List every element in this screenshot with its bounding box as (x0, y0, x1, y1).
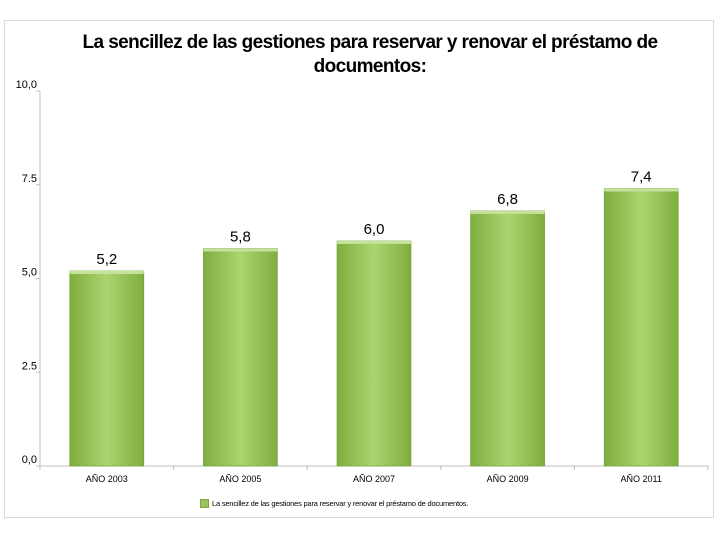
bar (603, 188, 679, 467)
bar-cap (337, 241, 411, 244)
y-tick-label: 0,0 (22, 454, 37, 466)
data-label: 7,4 (631, 169, 652, 186)
x-tick-label: AÑO 2003 (86, 474, 128, 484)
data-label: 6,0 (364, 221, 385, 238)
bar-cap (604, 188, 679, 192)
x-tick-label: AÑO 2007 (353, 474, 395, 484)
bar (336, 240, 412, 467)
bar (69, 270, 145, 467)
legend-swatch (200, 499, 209, 508)
bar (203, 248, 278, 467)
bar-cap (470, 211, 545, 214)
bar (470, 210, 545, 467)
y-tick-label: 5,0 (22, 267, 37, 279)
x-tick-label: AÑO 2011 (621, 474, 662, 484)
bar-cap (203, 248, 278, 252)
x-tick-label: AÑO 2009 (487, 474, 529, 484)
legend-entry: La sencillez de las gestiones para reser… (212, 499, 469, 508)
y-tick-label: 2.5 (22, 360, 37, 372)
data-label: 5,8 (230, 229, 251, 246)
data-label: 5,2 (96, 251, 117, 268)
y-tick-label: 10,0 (16, 79, 37, 91)
y-tick-label: 7.5 (22, 173, 37, 185)
bar-cap (69, 271, 144, 274)
data-label: 6,8 (497, 191, 518, 208)
chart-legend: La sencillez de las gestiones para reser… (200, 499, 468, 508)
chart-title: La sencillez de las gestiones para reser… (82, 32, 659, 77)
x-tick-label: AÑO 2005 (219, 474, 261, 484)
